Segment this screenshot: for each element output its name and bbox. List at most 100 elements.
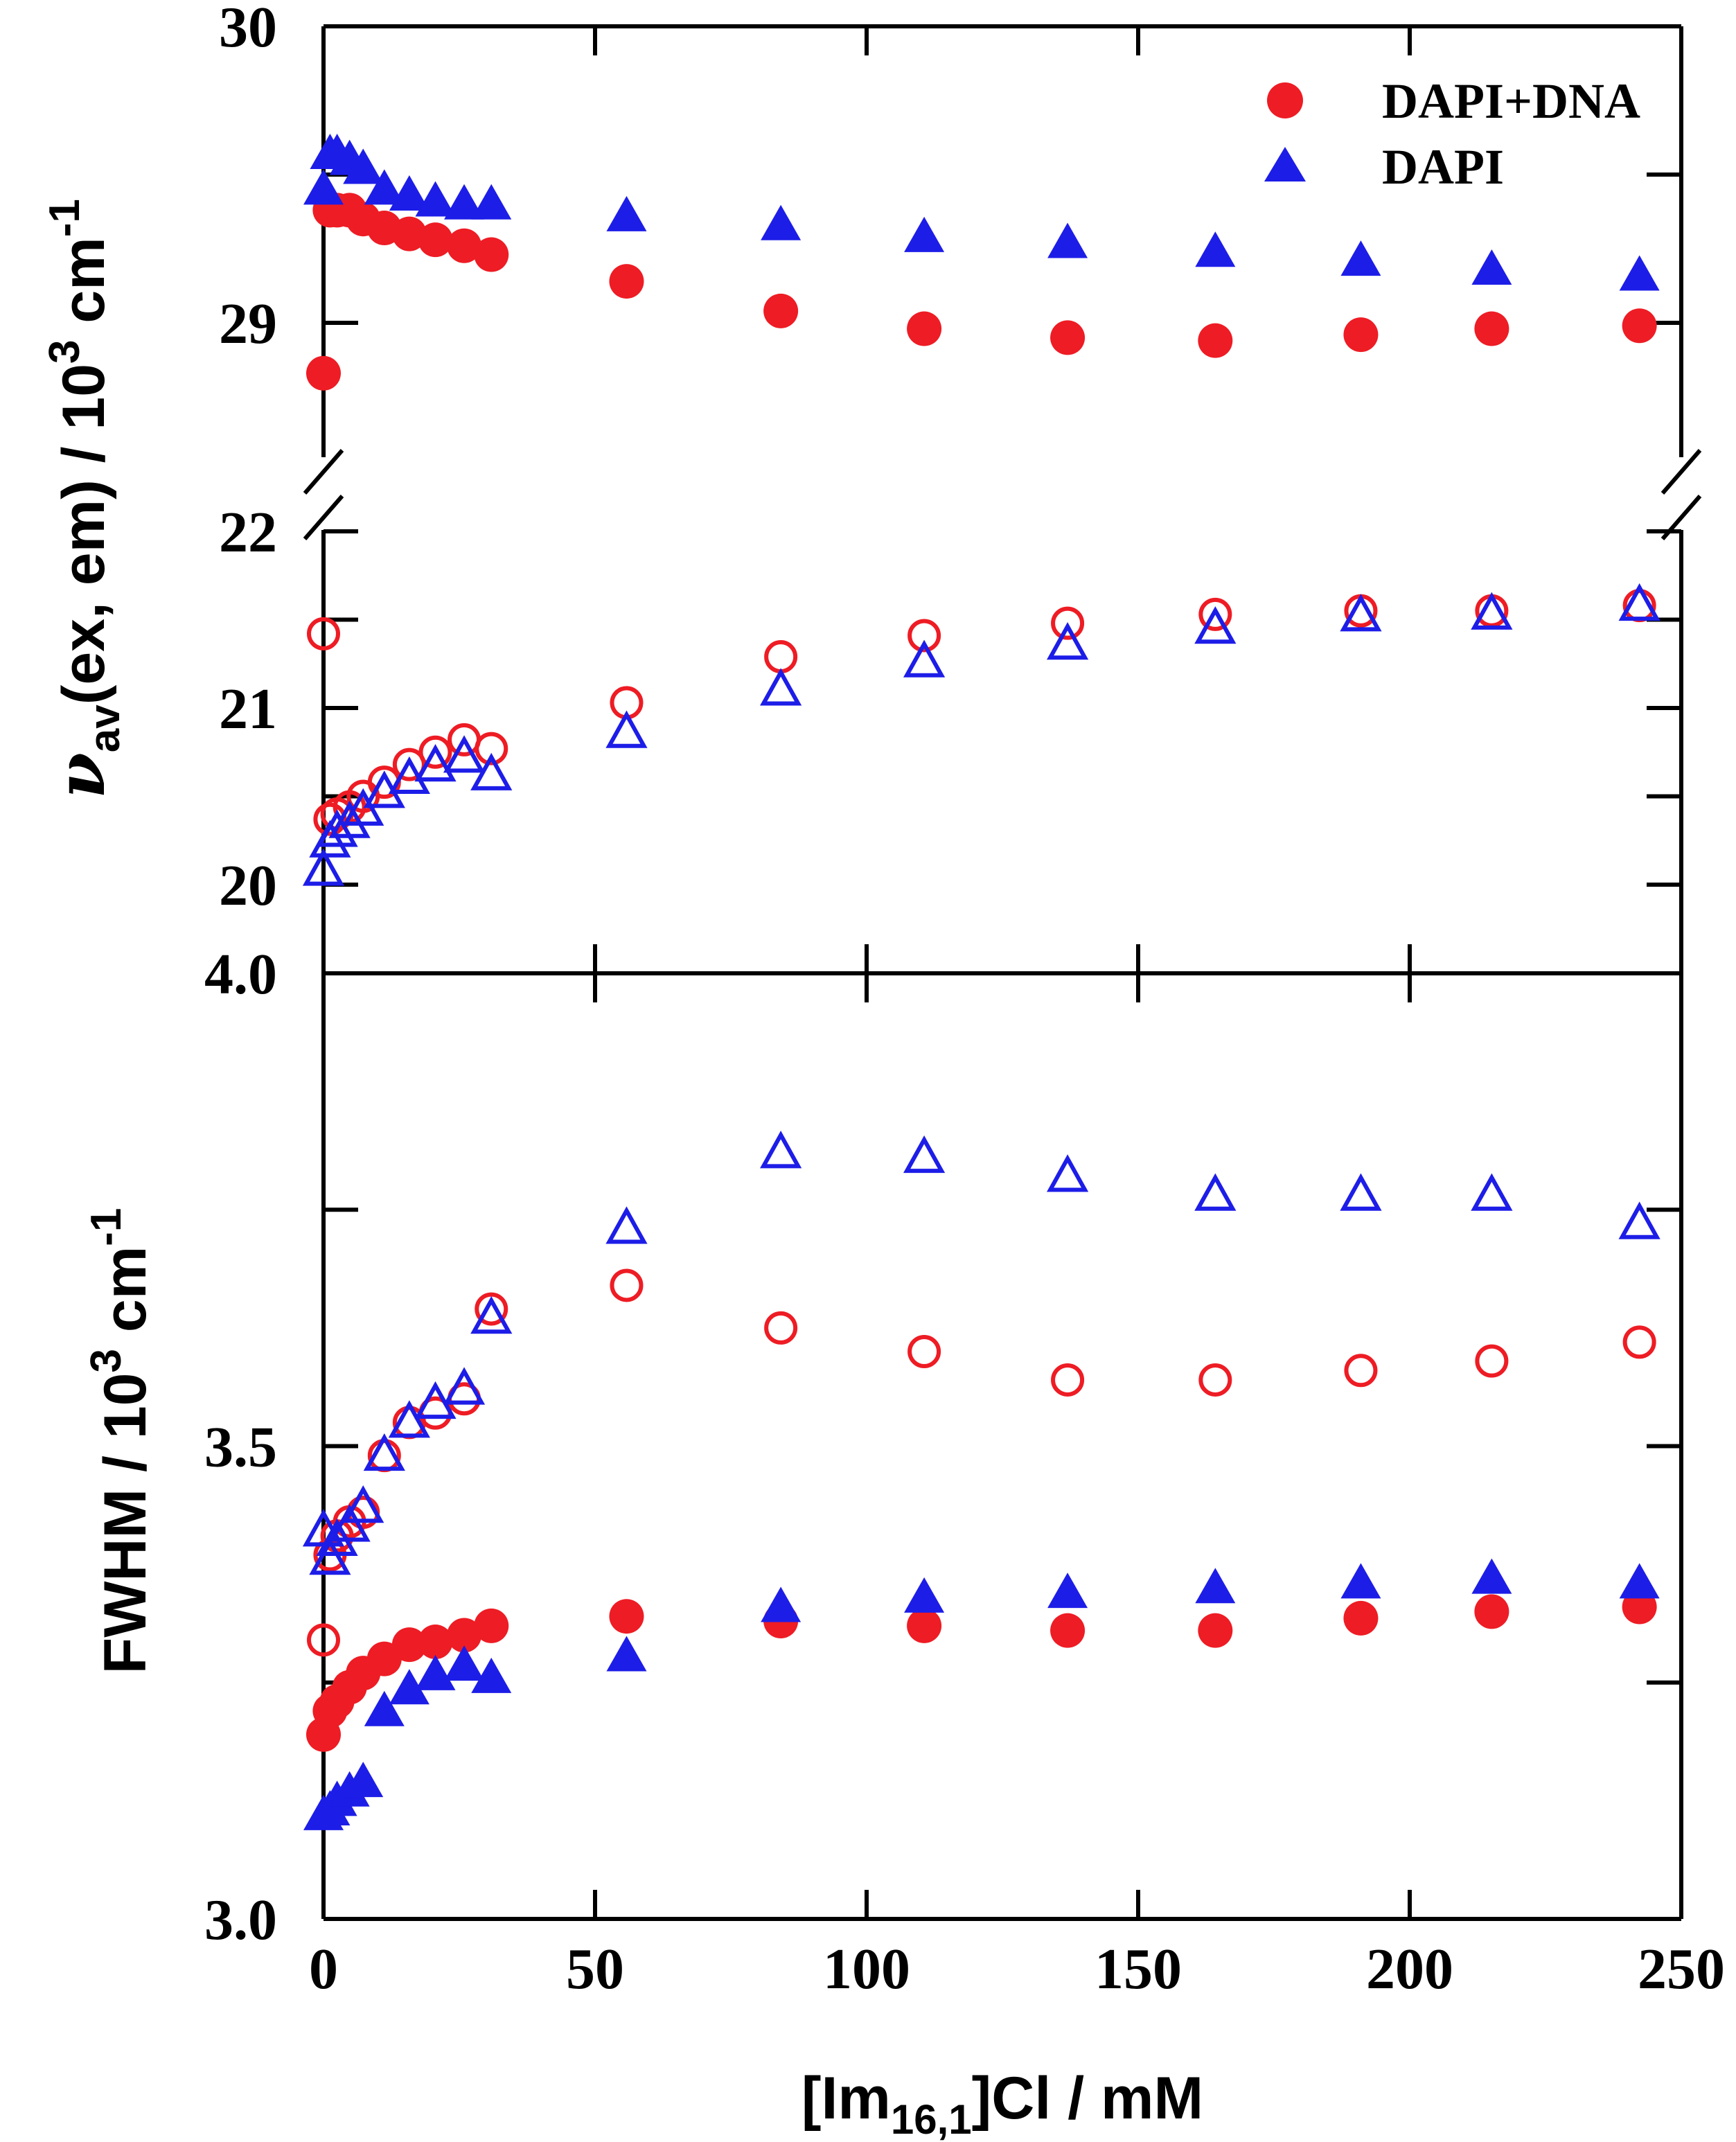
data-point-filled-triangle: [904, 216, 945, 252]
data-point-filled-circle: [907, 311, 942, 346]
data-point-filled-circle: [1343, 317, 1379, 353]
data-point-filled-circle: [1050, 1613, 1086, 1648]
data-point-open-triangle: [1194, 1173, 1237, 1211]
data-point-filled-circle: [1474, 1594, 1509, 1629]
data-point-filled-circle: [418, 222, 453, 258]
data-point-open-triangle: [443, 735, 486, 773]
axis-break-mark: [1660, 449, 1702, 495]
legend-label-dapi: DAPI: [1382, 139, 1504, 195]
data-point-filled-triangle: [389, 1669, 429, 1705]
data-point-open-triangle: [1471, 592, 1513, 630]
data-point-filled-triangle: [1471, 1558, 1512, 1594]
data-point-filled-triangle: [1619, 1563, 1660, 1599]
x-tick-label: 250: [1638, 1937, 1725, 2001]
data-point-filled-triangle: [904, 1577, 945, 1613]
data-point-open-circle: [475, 1292, 508, 1326]
data-point-filled-triangle: [761, 1586, 801, 1622]
data-point-open-circle: [418, 735, 452, 769]
data-point-open-triangle: [316, 809, 358, 847]
data-point-open-triangle: [363, 1433, 405, 1471]
y-tick-label: 20: [219, 853, 277, 918]
x-tick-label: 100: [823, 1937, 910, 2001]
data-point-filled-triangle: [444, 184, 485, 220]
data-point-filled-circle: [763, 293, 799, 328]
data-point-filled-circle: [391, 1627, 427, 1663]
data-point-open-triangle: [1618, 1201, 1660, 1239]
y-tick-label: 29: [219, 292, 277, 356]
data-point-open-circle: [907, 619, 941, 653]
data-point-filled-circle: [1198, 1613, 1233, 1648]
data-point-open-circle: [1198, 597, 1232, 631]
data-point-open-triangle: [605, 710, 648, 748]
data-point-filled-triangle: [606, 195, 647, 231]
axes-frame: [303, 24, 1702, 1921]
data-point-filled-triangle: [444, 1645, 485, 1681]
data-point-filled-circle: [447, 1618, 482, 1653]
data-point-filled-triangle: [606, 1636, 647, 1672]
x-axis-label-sub: 16,1: [891, 2096, 972, 2142]
data-point-filled-circle: [609, 1599, 644, 1634]
data-point-open-circle: [475, 732, 508, 765]
data-point-filled-triangle: [1471, 249, 1512, 285]
data-point-filled-circle: [447, 228, 482, 263]
data-point-filled-circle: [1198, 323, 1233, 358]
data-point-filled-circle: [474, 237, 509, 272]
legend-label-dapi-dna: DAPI+DNA: [1382, 73, 1640, 129]
data-point-open-triangle: [388, 1400, 430, 1438]
data-point-open-triangle: [1618, 583, 1660, 621]
legend-marker-dapi-dna: [1267, 82, 1303, 118]
data-point-filled-triangle: [343, 1762, 384, 1798]
data-point-filled-triangle: [1340, 240, 1381, 276]
data-point-filled-circle: [1050, 320, 1086, 355]
data-point-filled-triangle: [364, 1690, 405, 1726]
data-point-open-circle: [764, 1311, 798, 1345]
data-point-open-circle: [764, 640, 798, 674]
data-point-open-circle: [1198, 1363, 1232, 1397]
data-point-filled-triangle: [1340, 1563, 1381, 1599]
data-point-open-triangle: [1340, 1173, 1382, 1211]
data-point-filled-triangle: [415, 181, 456, 217]
data-point-filled-triangle: [415, 1654, 456, 1690]
data-point-open-circle: [1344, 1354, 1378, 1388]
data-point-open-triangle: [903, 639, 946, 678]
data-point-open-triangle: [443, 1367, 486, 1405]
data-point-open-triangle: [414, 743, 457, 782]
data-point-filled-triangle: [1195, 1568, 1236, 1604]
data-points: [302, 134, 1660, 1830]
y-tick-label: 3.0: [204, 1888, 277, 1952]
data-point-open-circle: [610, 1268, 644, 1302]
data-point-open-triangle: [328, 1504, 371, 1542]
legend: DAPI+DNA DAPI: [1264, 73, 1640, 195]
data-point-filled-circle: [474, 1608, 509, 1643]
data-point-open-triangle: [309, 1537, 351, 1575]
data-point-filled-circle: [907, 1608, 942, 1643]
data-point-open-circle: [1475, 1344, 1509, 1378]
data-point-filled-circle: [1343, 1600, 1379, 1636]
data-point-open-triangle: [470, 1296, 513, 1334]
data-point-filled-triangle: [761, 204, 801, 240]
data-point-filled-triangle: [1195, 231, 1236, 267]
y-tick-label: 21: [219, 677, 277, 741]
data-point-open-triangle: [470, 752, 513, 790]
y-tick-label: 22: [219, 500, 277, 565]
axis-break-mark: [303, 495, 344, 540]
x-tick-label: 50: [566, 1937, 624, 2001]
y-axis-label-bottom: FWHM / 103 cm-1: [82, 1208, 159, 1674]
data-point-filled-circle: [1474, 311, 1509, 346]
data-point-filled-triangle: [1047, 222, 1088, 258]
data-point-open-circle: [307, 617, 340, 650]
tick-labels: 0 50 100 150 200 250 29 30 20 21 22 3.0 3.5 4.0: [204, 0, 1725, 2001]
data-point-open-circle: [1622, 1325, 1656, 1359]
data-point-open-triangle: [1046, 1154, 1089, 1192]
data-point-filled-circle: [1622, 308, 1657, 344]
data-point-open-triangle: [760, 668, 802, 706]
data-point-filled-triangle: [471, 1657, 512, 1693]
data-point-filled-triangle: [1619, 255, 1660, 291]
data-point-open-triangle: [342, 1485, 384, 1523]
data-point-open-triangle: [302, 848, 345, 886]
data-point-open-triangle: [1046, 622, 1089, 660]
data-point-open-triangle: [1194, 606, 1237, 644]
data-point-filled-circle: [609, 264, 644, 299]
data-point-open-triangle: [1340, 594, 1382, 632]
